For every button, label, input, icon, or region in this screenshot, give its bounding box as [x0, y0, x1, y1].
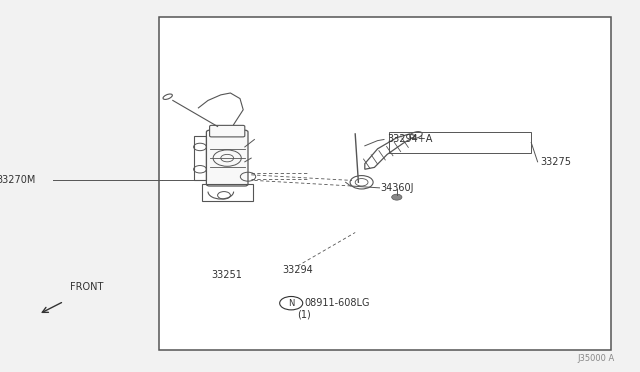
Text: 33294: 33294 — [282, 265, 313, 275]
Bar — [159, 17, 611, 350]
FancyBboxPatch shape — [209, 125, 244, 137]
Text: 33294+A: 33294+A — [387, 135, 433, 144]
Text: 33270M: 33270M — [0, 176, 35, 185]
FancyBboxPatch shape — [206, 130, 248, 186]
Text: N: N — [288, 299, 294, 308]
Text: 08911-608LG: 08911-608LG — [304, 298, 369, 308]
Circle shape — [392, 194, 402, 200]
Text: 33275: 33275 — [541, 157, 572, 167]
Text: 33251: 33251 — [212, 270, 243, 280]
Bar — [389, 132, 531, 153]
Text: 34360J: 34360J — [381, 183, 414, 193]
Text: (1): (1) — [297, 310, 311, 319]
Text: FRONT: FRONT — [70, 282, 103, 292]
Text: J35000 A: J35000 A — [577, 354, 614, 363]
